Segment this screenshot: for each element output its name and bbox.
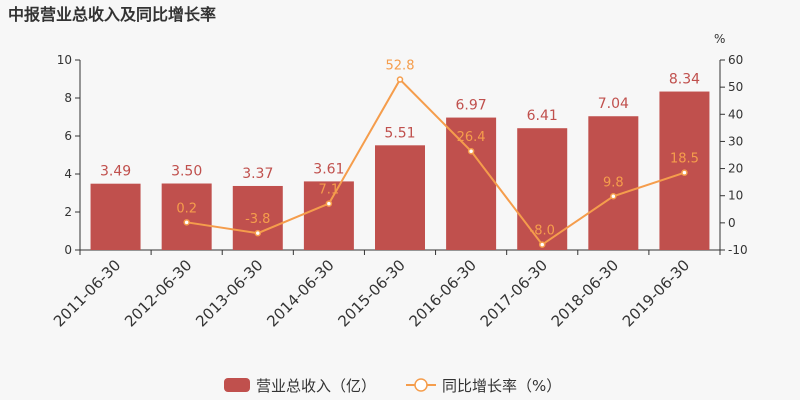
bar-value-label: 3.61 [313, 161, 344, 177]
left-tick-label: 4 [64, 167, 72, 181]
x-tick-label: 2018-06-30 [548, 256, 622, 330]
line-value-label: 7.1 [319, 183, 340, 198]
x-tick-label: 2012-06-30 [121, 256, 195, 330]
line-point [183, 219, 190, 226]
line-value-label: 18.5 [670, 152, 699, 167]
x-tick-label: 2011-06-30 [50, 256, 124, 330]
right-tick-label: 60 [728, 53, 743, 67]
line-value-label: -8.0 [530, 224, 555, 239]
line-series [183, 76, 688, 248]
bar [161, 183, 212, 250]
left-tick-label: 8 [64, 91, 72, 105]
legend[interactable]: 营业总收入（亿） 同比增长率（%） [224, 377, 561, 395]
line-value-label: 52.8 [386, 59, 415, 74]
bar-value-label: 6.41 [527, 108, 558, 124]
x-tick-label: 2019-06-30 [619, 256, 693, 330]
right-tick-label: 50 [728, 80, 743, 94]
line-value-label: 9.8 [603, 175, 624, 190]
bar-value-label: 3.50 [171, 164, 202, 180]
bar [303, 181, 354, 250]
x-tick-label: 2013-06-30 [192, 256, 266, 330]
line-point [538, 241, 546, 248]
right-tick-label: 20 [728, 162, 743, 176]
growth-line [186, 77, 685, 246]
line-point [396, 76, 404, 83]
x-tick-label: 2015-06-30 [334, 256, 408, 330]
legend-label-revenue: 营业总收入（亿） [256, 377, 376, 395]
bar [90, 183, 141, 250]
x-tick-label: 2016-06-30 [406, 256, 480, 330]
bar [446, 117, 497, 250]
line-point [681, 169, 688, 176]
line-point [467, 147, 475, 155]
x-tick-label: 2017-06-30 [477, 256, 551, 330]
line-value-label: -3.8 [245, 212, 270, 227]
bar-value-label: 7.04 [598, 96, 629, 112]
left-tick-label: 10 [57, 53, 72, 67]
right-tick-label: 0 [728, 216, 736, 230]
right-tick-label: 40 [728, 107, 743, 121]
line-point [325, 200, 333, 207]
x-tick-label: 2014-06-30 [263, 256, 337, 330]
left-tick-label: 2 [64, 205, 72, 219]
legend-bar-swatch [224, 378, 250, 392]
left-tick-label: 0 [64, 243, 72, 257]
right-tick-label: -10 [728, 243, 748, 257]
bar-value-label: 3.37 [242, 166, 273, 182]
bar [232, 185, 283, 250]
legend-item-revenue[interactable]: 营业总收入（亿） [224, 377, 376, 395]
right-axis-unit: % [714, 32, 725, 46]
data-labels: 3.49 3.50 3.37 3.61 5.51 6.97 6.41 7.04 8.34 0.2 -… [100, 59, 700, 239]
right-tick-label: 10 [728, 189, 743, 203]
bar-value-label: 6.97 [456, 98, 487, 114]
line-value-label: 26.4 [457, 130, 486, 145]
line-point [610, 193, 617, 200]
bar-value-label: 5.51 [384, 125, 415, 141]
right-tick-label: 30 [728, 134, 743, 148]
bar-value-label: 3.49 [100, 164, 131, 180]
bar [517, 128, 568, 250]
line-point [254, 229, 262, 237]
bar-value-label: 8.34 [669, 72, 700, 88]
legend-line-marker [414, 378, 428, 392]
line-value-label: 0.2 [176, 201, 197, 216]
bar [588, 116, 639, 251]
chart-title: 中报营业总收入及同比增长率 [8, 5, 216, 24]
legend-label-growth: 同比增长率（%） [442, 377, 561, 395]
legend-item-growth[interactable]: 同比增长率（%） [406, 377, 561, 395]
left-tick-label: 6 [64, 129, 72, 143]
bar [375, 145, 425, 250]
